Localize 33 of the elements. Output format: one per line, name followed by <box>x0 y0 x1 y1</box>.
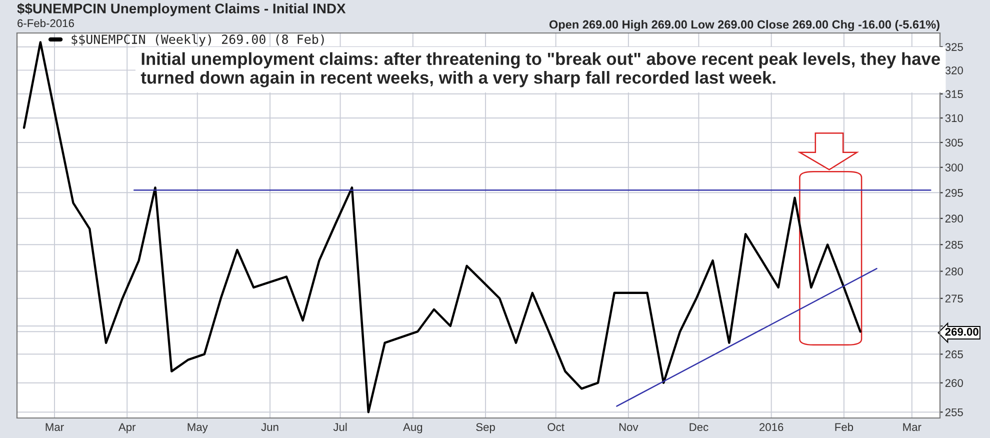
x-tick-label: Oct <box>548 423 564 432</box>
x-tick-label: Mar <box>903 423 922 432</box>
y-tick-label: 265 <box>945 350 963 358</box>
x-tick-label: 2016 <box>760 423 784 432</box>
y-tick-label: 280 <box>945 268 963 276</box>
y-tick-label: 269.00 <box>945 328 978 336</box>
y-tick-label: 310 <box>945 114 963 122</box>
x-tick-label: Mar <box>46 423 64 432</box>
y-tick-label: 325 <box>945 43 963 51</box>
y-tick-label: 290 <box>945 214 963 223</box>
y-tick-label: 300 <box>945 164 963 172</box>
y-tick-label: 315 <box>945 90 963 98</box>
y-tick-label: 255 <box>945 408 963 416</box>
x-tick-label: Apr <box>118 423 136 434</box>
annotation: Initial unemployment claims: after threatening to "break out" above recent peak levels, they have turned down again in recent weeks, with a very sharp fall recorded last week. <box>140 52 940 88</box>
x-tick-label: Nov <box>619 423 638 432</box>
x-tick-label: May <box>188 423 208 434</box>
y-tick-label: 320 <box>945 66 963 74</box>
y-tick-label: 305 <box>945 138 963 147</box>
x-tick-label: Jul <box>333 422 347 432</box>
y-tick-label: 275 <box>945 294 963 303</box>
chart-title: $$UNEMPCIN Unemployment Claims - Initial INDX <box>17 3 346 16</box>
x-tick-label: Aug <box>403 423 422 434</box>
y-tick-label: 260 <box>945 379 963 387</box>
legend-label: $$UNEMPCIN (Weekly) 269.00 (8 Feb) <box>72 34 324 46</box>
x-tick-label: Sep <box>476 423 495 434</box>
x-tick-label: Feb <box>835 422 854 432</box>
x-tick-label: Dec <box>690 423 708 432</box>
y-tick-label: 285 <box>945 240 963 249</box>
x-tick-label: Jun <box>261 423 278 432</box>
chart-subtitle: 6-Feb-2016 <box>18 19 74 28</box>
text: Open 269.00 High 269.00 Low 269.00 Close 269.00 Chg -16.00 (-5.61%) <box>549 20 940 32</box>
y-tick-label: 295 <box>945 188 963 197</box>
